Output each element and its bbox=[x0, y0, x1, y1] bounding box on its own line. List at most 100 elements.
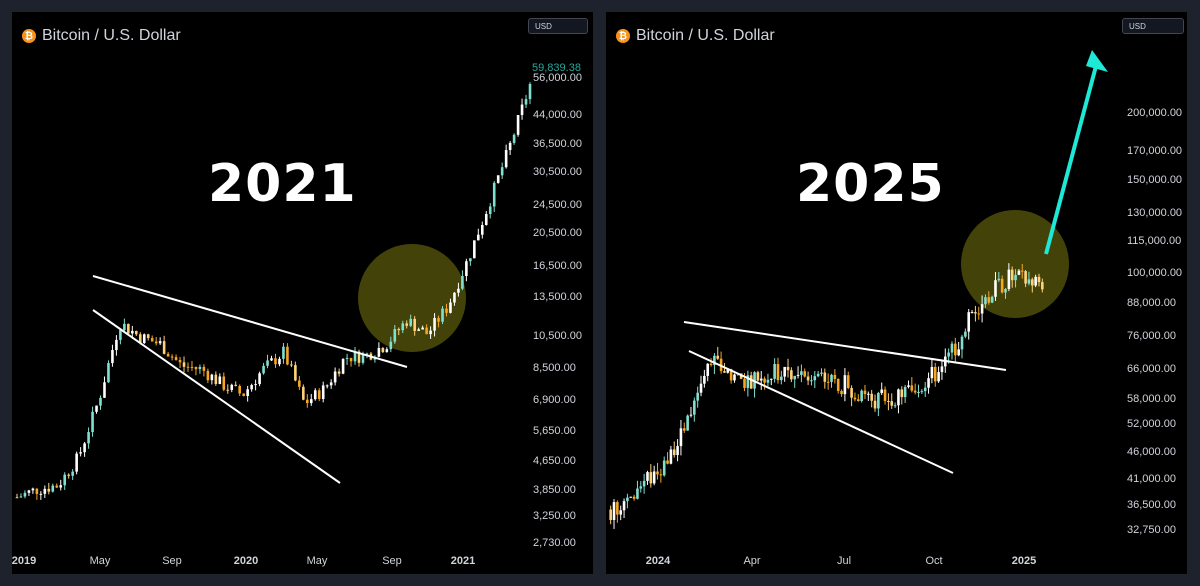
chart-canvas-2025 bbox=[609, 50, 1108, 529]
time-tick-label: May bbox=[89, 555, 111, 567]
candle-body bbox=[246, 389, 249, 396]
candle-body bbox=[341, 358, 345, 374]
candle-body bbox=[990, 296, 994, 303]
candle-body bbox=[823, 372, 827, 382]
candle-body bbox=[917, 392, 920, 394]
candle-body bbox=[230, 384, 234, 391]
candle-body bbox=[500, 167, 504, 176]
candle-body bbox=[488, 206, 492, 215]
candle-body bbox=[693, 400, 696, 415]
candle-body bbox=[970, 312, 974, 314]
candle-body bbox=[206, 370, 210, 381]
time-tick-label: Sep bbox=[382, 555, 402, 567]
candle-body bbox=[95, 405, 98, 412]
candle-body bbox=[1024, 271, 1027, 284]
candle-body bbox=[796, 374, 800, 376]
price-tick-label: 115,000.00 bbox=[1127, 234, 1182, 247]
candle-body bbox=[111, 350, 114, 364]
candle-body bbox=[766, 379, 770, 383]
candle-body bbox=[170, 356, 174, 358]
candle-body bbox=[445, 308, 448, 313]
candle-body bbox=[1010, 269, 1014, 281]
candle-body bbox=[933, 366, 937, 382]
last-price-label: 59,839.38 bbox=[530, 62, 583, 75]
candle-body bbox=[186, 366, 190, 368]
candle-body bbox=[994, 280, 997, 297]
candle-body bbox=[679, 428, 683, 447]
candle-body bbox=[1041, 282, 1044, 290]
candle-body bbox=[401, 323, 405, 331]
candle-body bbox=[907, 385, 910, 387]
candle-body bbox=[646, 472, 649, 481]
price-tick-label: 20,500.00 bbox=[533, 226, 582, 239]
candle-body bbox=[465, 261, 468, 277]
candle-body bbox=[119, 330, 122, 340]
candle-body bbox=[325, 385, 329, 387]
candle-body bbox=[629, 496, 633, 498]
price-tick-label: 3,250.00 bbox=[533, 510, 576, 523]
candle-body bbox=[234, 384, 238, 386]
candle-body bbox=[59, 485, 63, 488]
candle-body bbox=[816, 373, 820, 377]
candle-body bbox=[477, 234, 480, 241]
candle-body bbox=[974, 312, 977, 314]
candle-body bbox=[242, 393, 245, 396]
candle-body bbox=[810, 380, 813, 382]
candle-body bbox=[238, 385, 241, 394]
candle-body bbox=[313, 390, 317, 400]
candle-body bbox=[202, 366, 206, 371]
candle-body bbox=[746, 375, 750, 388]
candle-body bbox=[142, 334, 146, 343]
candle-body bbox=[441, 308, 444, 322]
currency-selector[interactable]: USD bbox=[528, 18, 588, 34]
price-tick-label: 5,650.00 bbox=[533, 425, 576, 438]
candle-body bbox=[461, 276, 464, 289]
candle-body bbox=[516, 115, 520, 135]
candle-body bbox=[800, 371, 803, 375]
candle-body bbox=[672, 449, 676, 456]
candle-body bbox=[138, 334, 142, 343]
candle-body bbox=[763, 378, 766, 383]
candle-body bbox=[1000, 278, 1004, 293]
candle-body bbox=[317, 390, 321, 399]
candle-body bbox=[923, 387, 927, 392]
candle-body bbox=[903, 386, 907, 398]
candle-body bbox=[977, 313, 981, 315]
time-tick-label: 2024 bbox=[645, 555, 671, 567]
candle-body bbox=[35, 488, 39, 494]
candle-body bbox=[689, 414, 693, 416]
candle-body bbox=[619, 510, 623, 515]
candle-body bbox=[669, 449, 673, 464]
candle-body bbox=[258, 373, 261, 385]
wedge-lower-line bbox=[688, 350, 954, 474]
candle-body bbox=[656, 471, 659, 475]
candle-body bbox=[870, 393, 873, 401]
price-tick-label: 44,000.00 bbox=[533, 109, 582, 122]
wedge-upper-line bbox=[683, 321, 1007, 371]
price-tick-label: 41,000.00 bbox=[1127, 472, 1176, 485]
candle-body bbox=[19, 496, 23, 498]
candle-body bbox=[162, 341, 166, 354]
candle-body bbox=[897, 389, 900, 406]
candle-body bbox=[67, 474, 70, 476]
candle-body bbox=[508, 142, 512, 151]
candle-body bbox=[27, 490, 31, 493]
candle-body bbox=[302, 386, 305, 400]
candle-body bbox=[783, 366, 786, 377]
currency-selector[interactable]: USD bbox=[1122, 18, 1184, 34]
candle-body bbox=[1014, 274, 1017, 281]
candle-body bbox=[910, 385, 914, 391]
candle-body bbox=[927, 378, 930, 388]
candle-body bbox=[158, 341, 162, 344]
candle-body bbox=[134, 330, 138, 335]
wedge-upper-line bbox=[92, 275, 408, 368]
candle-body bbox=[437, 317, 440, 322]
candle-body bbox=[1034, 276, 1037, 286]
candle-body bbox=[298, 380, 301, 387]
candle-body bbox=[833, 374, 837, 379]
time-tick-label: 2020 bbox=[233, 555, 259, 567]
candle-body bbox=[39, 493, 43, 495]
candle-body bbox=[154, 341, 158, 344]
candle-body bbox=[79, 452, 82, 454]
candle-body bbox=[836, 378, 840, 391]
